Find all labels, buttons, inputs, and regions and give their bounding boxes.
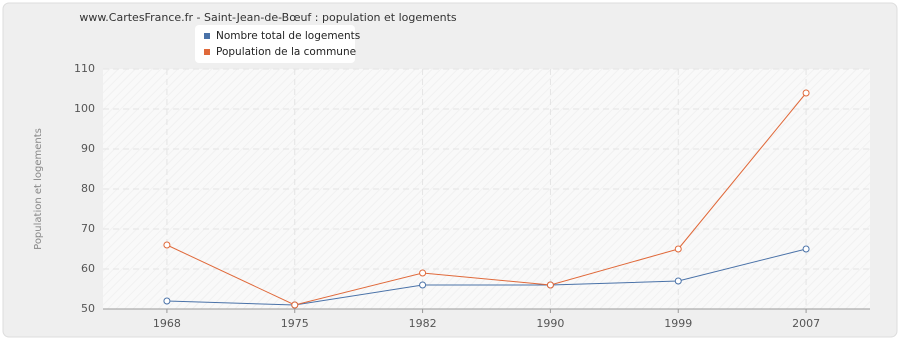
x-tick-label: 2007 bbox=[792, 317, 820, 330]
y-tick-label: 90 bbox=[81, 142, 95, 155]
legend-swatch bbox=[204, 49, 210, 55]
x-tick-label: 1975 bbox=[281, 317, 309, 330]
point bbox=[163, 297, 171, 305]
series-line bbox=[166, 248, 807, 306]
y-tick-label: 80 bbox=[81, 182, 95, 195]
point bbox=[674, 245, 682, 253]
x-tick-label: 1999 bbox=[664, 317, 692, 330]
point bbox=[802, 89, 810, 97]
y-tick-label: 110 bbox=[74, 62, 95, 75]
point bbox=[419, 269, 427, 277]
point bbox=[802, 245, 810, 253]
x-tick-label: 1968 bbox=[153, 317, 181, 330]
y-tick-label: 50 bbox=[81, 302, 95, 315]
point bbox=[419, 281, 427, 289]
point bbox=[674, 277, 682, 285]
legend-label: Nombre total de logements bbox=[216, 30, 360, 42]
point bbox=[546, 281, 554, 289]
y-tick-label: 60 bbox=[81, 262, 95, 275]
legend-swatch bbox=[204, 33, 210, 39]
legend-label: Population de la commune bbox=[216, 46, 356, 58]
x-tick-label: 1990 bbox=[536, 317, 564, 330]
x-tick-label: 1982 bbox=[409, 317, 437, 330]
series-line bbox=[166, 92, 807, 306]
legend bbox=[195, 25, 355, 63]
chart-title: www.CartesFrance.fr - Saint-Jean-de-Bœuf… bbox=[79, 11, 457, 24]
y-axis-label: Population et logements bbox=[33, 128, 44, 250]
y-tick-label: 100 bbox=[74, 102, 95, 115]
point bbox=[291, 301, 299, 309]
y-tick-label: 70 bbox=[81, 222, 95, 235]
point bbox=[163, 241, 171, 249]
